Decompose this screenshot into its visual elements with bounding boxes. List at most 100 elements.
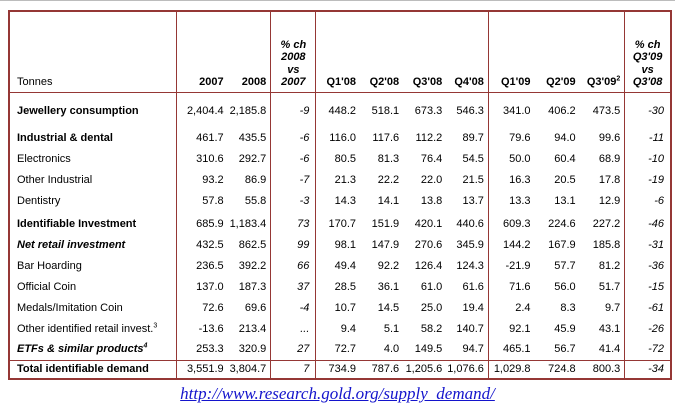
row-label-text: Total identifiable demand — [17, 363, 149, 376]
table-row: Net retail investment 432.5 862.5 99 98.1 147… — [9, 234, 671, 255]
col-header-q2-08: Q2'08 — [369, 75, 400, 88]
table-row: Jewellery consumption 2,404.4 2,185.8 -9 448… — [9, 100, 671, 121]
pct-header-line: 2007 — [281, 76, 306, 88]
row-label-text: Bar Hoarding — [17, 259, 82, 272]
cell-q3-08: 22.0 — [420, 173, 443, 186]
gold-demand-table: Tonnes 2007 2008 % ch 2008 vs 2007 Q1'08… — [8, 10, 672, 380]
col-header-q3-09: Q3'092 — [579, 11, 626, 92]
cell-pct-change-2008: 73 — [270, 213, 317, 234]
spacer-cell — [227, 211, 272, 213]
col-header-pct-change-q3-09-vs-q3-08: % ch Q3'09 vs Q3'08 — [625, 11, 671, 92]
spacer-cell — [9, 121, 177, 127]
spacer-cell — [535, 92, 580, 100]
row-label: Industrial & dental — [9, 127, 177, 148]
footnote-superscript: 2 — [616, 74, 621, 82]
cell-q2-09: 45.9 — [554, 322, 576, 335]
cell-q2-09: 224.6 — [548, 217, 576, 230]
cell-q4-08: 546.3 — [446, 100, 489, 121]
cell-q2-09: 56.7 — [554, 343, 576, 356]
cell-pct-change-q3-09: -10 — [648, 152, 664, 165]
cell-q1-08: 116.0 — [329, 131, 357, 144]
cell-2008: 862.5 — [227, 234, 272, 255]
cell-q1-09: 92.1 — [509, 322, 531, 335]
cell-q1-08: 9.4 — [340, 322, 357, 335]
cell-q4-08: 124.3 — [446, 255, 489, 276]
cell-q3-09: 185.8 — [579, 234, 626, 255]
cell-2007: 310.6 — [196, 152, 224, 165]
cell-2007: 137.0 — [196, 280, 224, 293]
cell-pct-change-q3-09: -36 — [648, 259, 664, 272]
row-label: Medals/Imitation Coin — [9, 297, 177, 318]
cell-2008: 69.6 — [227, 297, 272, 318]
table-row: Industrial & dental 461.7 435.5 -6 116.0 117.… — [9, 127, 671, 148]
table-row: Identifiable Investment 685.9 1,183.4 73 170… — [9, 213, 671, 234]
cell-q2-09: 406.2 — [548, 104, 576, 117]
col-header-q2-09: Q2'09 — [546, 75, 576, 88]
spacer-row — [9, 211, 671, 213]
cell-q2-09: 56.0 — [554, 280, 576, 293]
row-label-text: Jewellery consumption — [17, 104, 139, 117]
spacer-cell — [446, 211, 489, 213]
cell-q3-09: 9.7 — [579, 297, 626, 318]
table-row: Other identified retail invest.3 -13.6 213… — [9, 318, 671, 339]
cell-q3-08: 673.3 — [414, 104, 443, 117]
row-label-text: Dentistry — [17, 194, 61, 207]
cell-pct-change-q3-09: -11 — [648, 131, 664, 144]
cell-pct-change-q3-09: -6 — [654, 194, 664, 207]
row-label: Other identified retail invest.3 — [9, 318, 177, 339]
row-label: Jewellery consumption — [9, 100, 177, 121]
cell-q3-08: 13.8 — [420, 194, 443, 207]
cell-q2-09: 20.5 — [554, 173, 576, 186]
col-header-q3-08: Q3'08 — [412, 75, 443, 88]
cell-q2-08: 14.1 — [377, 194, 400, 207]
cell-q3-08: 61.0 — [420, 280, 443, 293]
cell-q1-09: 1,029.8 — [493, 363, 531, 376]
cell-q2-08: 22.2 — [377, 173, 400, 186]
cell-pct-change-q3-09: -26 — [648, 322, 664, 335]
spacer-cell — [270, 211, 317, 213]
spacer-cell — [488, 92, 534, 100]
cell-q3-09: 800.3 — [579, 360, 626, 379]
pct-header-line: Q3'08 — [632, 76, 663, 88]
cell-q2-08: 81.3 — [377, 152, 400, 165]
cell-q1-09: 79.6 — [509, 131, 531, 144]
cell-q1-08: 80.5 — [334, 152, 357, 165]
cell-q4-08: 54.5 — [446, 148, 489, 169]
cell-q2-09: 8.3 — [560, 301, 576, 314]
cell-q2-09: 724.8 — [548, 363, 576, 376]
cell-q2-08: 4.0 — [383, 343, 400, 356]
source-link-container: http://www.research.gold.org/supply_dema… — [0, 384, 675, 404]
cell-2008: 320.9 — [227, 339, 272, 360]
row-label: Dentistry — [9, 190, 177, 211]
spacer-cell — [270, 121, 317, 127]
cell-q4-08: 345.9 — [446, 234, 489, 255]
source-link[interactable]: http://www.research.gold.org/supply_dema… — [180, 384, 495, 403]
cell-q2-08: 92.2 — [377, 259, 400, 272]
cell-q2-08: 36.1 — [377, 280, 400, 293]
cell-q1-09: 341.0 — [502, 104, 531, 117]
cell-pct-change-q3-09: -19 — [648, 173, 664, 186]
cell-pct-change-2008: 66 — [270, 255, 317, 276]
cell-q3-09: 51.7 — [579, 276, 626, 297]
cell-2007: 432.5 — [196, 238, 224, 251]
cell-pct-change-q3-09: -15 — [648, 280, 664, 293]
col-header-2008: 2008 — [227, 11, 272, 92]
cell-q1-08: 14.3 — [334, 194, 357, 207]
pct-header-line: % ch — [634, 38, 661, 51]
cell-pct-change-2008: -6 — [270, 148, 317, 169]
cell-q2-08: 117.6 — [372, 131, 400, 144]
pct-header-line: vs — [641, 63, 654, 76]
cell-pct-change-2008: -3 — [270, 190, 317, 211]
cell-q2-09: 57.7 — [554, 259, 576, 272]
table-row: Medals/Imitation Coin 72.6 69.6 -4 10.7 14.5 2… — [9, 297, 671, 318]
total-row: Total identifiable demand 3,551.9 3,804.7 7… — [9, 360, 671, 379]
cell-pct-change-2008: -6 — [270, 127, 317, 148]
cell-q3-08: 149.5 — [414, 343, 443, 356]
row-label-text: Electronics — [17, 152, 71, 165]
cell-q2-08: 518.1 — [371, 104, 400, 117]
pct-header-line: % ch — [280, 38, 307, 51]
row-label: Total identifiable demand — [9, 360, 177, 379]
cell-pct-change-2008: 37 — [270, 276, 317, 297]
spacer-cell — [446, 92, 489, 100]
footnote-superscript: 4 — [143, 342, 148, 350]
